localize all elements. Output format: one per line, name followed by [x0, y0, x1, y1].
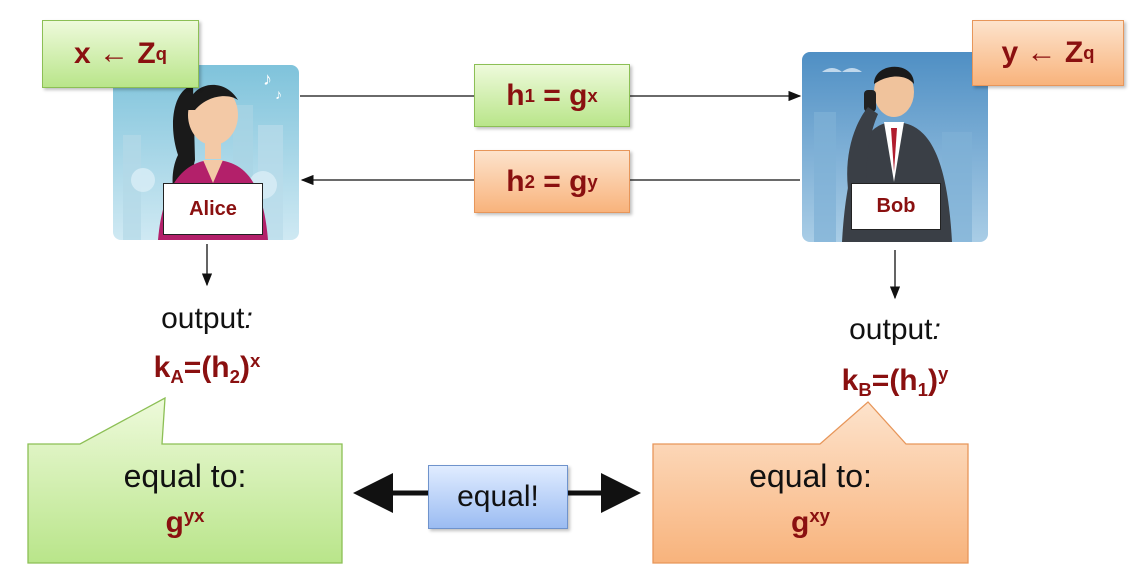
message-h2-sub: 2	[524, 170, 535, 192]
alice-output-label: output:	[57, 302, 357, 336]
bob-output-colon: :	[932, 313, 941, 346]
bob-key-sub: B	[858, 378, 872, 400]
bob-secret-set: Z	[1064, 36, 1084, 69]
message-h1-exp: x	[587, 84, 598, 106]
bob-name: Bob	[876, 195, 916, 217]
bob-key-exp: y	[937, 363, 949, 384]
bob-name-tag: Bob	[851, 183, 941, 230]
bob-portrait	[802, 52, 988, 242]
alice-secret-arrow: ←	[99, 37, 129, 70]
alice-callout-shape	[27, 396, 343, 564]
bob-key-h-sub: 1	[917, 378, 928, 400]
message-h2-h: h	[506, 164, 525, 198]
alice-key-sub: A	[170, 365, 184, 387]
bob-secret-var: y	[1001, 36, 1019, 69]
message-h2-exp: y	[587, 170, 598, 192]
svg-text:♪: ♪	[263, 69, 272, 89]
alice-key-close: )	[239, 351, 250, 385]
alice-output-word: output	[161, 302, 245, 335]
alice-key-eq: =(h	[183, 351, 230, 385]
svg-text:♪: ♪	[275, 86, 282, 102]
alice-secret-set-sub: q	[155, 43, 168, 64]
bob-key-formula: kB=(h1)y	[745, 363, 1045, 401]
bob-callout-value: gxy	[653, 505, 968, 540]
bob-callout-exp: xy	[809, 505, 830, 526]
alice-name-tag: Alice	[163, 183, 263, 235]
alice-callout-value: gyx	[28, 505, 342, 540]
bob-output-word: output	[849, 313, 933, 346]
alice-secret-set: Z	[137, 37, 156, 70]
alice-callout-base: g	[165, 506, 184, 540]
alice-callout-exp: yx	[183, 505, 205, 526]
alice-callout-text: equal to:	[123, 458, 247, 494]
bob-callout-base: g	[790, 506, 810, 540]
bob-output-label: output:	[745, 313, 1045, 347]
alice-key-exp: x	[249, 350, 261, 371]
bob-callout-text: equal to:	[749, 458, 872, 494]
bob-key-k: k	[841, 364, 859, 398]
bob-secret-arrow: ←	[1026, 36, 1057, 69]
message-h1-h: h	[506, 78, 525, 112]
alice-name: Alice	[189, 197, 237, 220]
message-h1-eq: = g	[534, 78, 588, 112]
bob-illustration	[802, 52, 988, 242]
bob-secret-set-sub: q	[1083, 42, 1095, 63]
bob-callout-shape	[652, 401, 969, 564]
message-h2-eq: = g	[534, 164, 588, 198]
message-h1-sub: 1	[524, 84, 535, 106]
alice-secret-var: x	[73, 37, 91, 70]
alice-key-h-sub: 2	[229, 365, 240, 387]
equal-box: equal!	[428, 465, 568, 529]
alice-key-formula: kA=(h2)x	[57, 350, 357, 388]
alice-key-k: k	[153, 351, 171, 385]
alice-output-colon: :	[244, 302, 253, 335]
equal-label: equal!	[457, 480, 539, 513]
bob-key-eq: =(h	[871, 364, 918, 398]
bob-key-close: )	[927, 364, 938, 398]
